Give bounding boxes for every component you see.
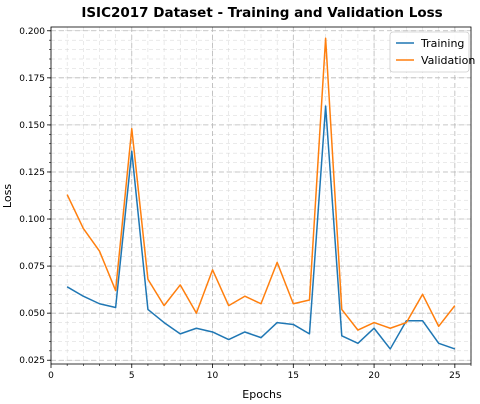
grid — [50, 27, 472, 364]
x-tick-label: 5 — [129, 371, 135, 381]
y-tick-label: 0.050 — [19, 309, 45, 319]
x-tick-label: 15 — [288, 371, 299, 381]
legend: Training Validation — [389, 31, 475, 73]
x-tick-label: 10 — [207, 371, 219, 381]
y-axis-label: Loss — [1, 184, 14, 208]
x-tick-label: 0 — [48, 371, 54, 381]
legend-label-training: Training — [420, 37, 464, 50]
y-tick-label: 0.200 — [19, 27, 45, 37]
y-tick-label: 0.125 — [19, 168, 45, 178]
y-tick-label: 0.025 — [19, 356, 45, 366]
series-line-validation — [66, 37, 456, 331]
y-tick-label: 0.100 — [19, 215, 45, 225]
y-tick-label: 0.075 — [19, 262, 45, 272]
series-group — [66, 37, 456, 350]
legend-box — [389, 31, 470, 73]
y-tick-label: 0.150 — [19, 121, 45, 131]
legend-label-validation: Validation — [421, 54, 475, 67]
x-tick-label: 20 — [368, 371, 380, 381]
x-tick-label: 25 — [449, 371, 460, 381]
series-line-training — [66, 105, 456, 350]
axis-ticks: 0 5 10 15 20 25 0.025 0.050 0.075 0.100 0.125 0.150… — [19, 27, 472, 381]
chart-title: ISIC2017 Dataset - Training and Validati… — [81, 5, 442, 21]
y-tick-label: 0.175 — [19, 74, 45, 84]
x-axis-label: Epochs — [242, 388, 282, 401]
